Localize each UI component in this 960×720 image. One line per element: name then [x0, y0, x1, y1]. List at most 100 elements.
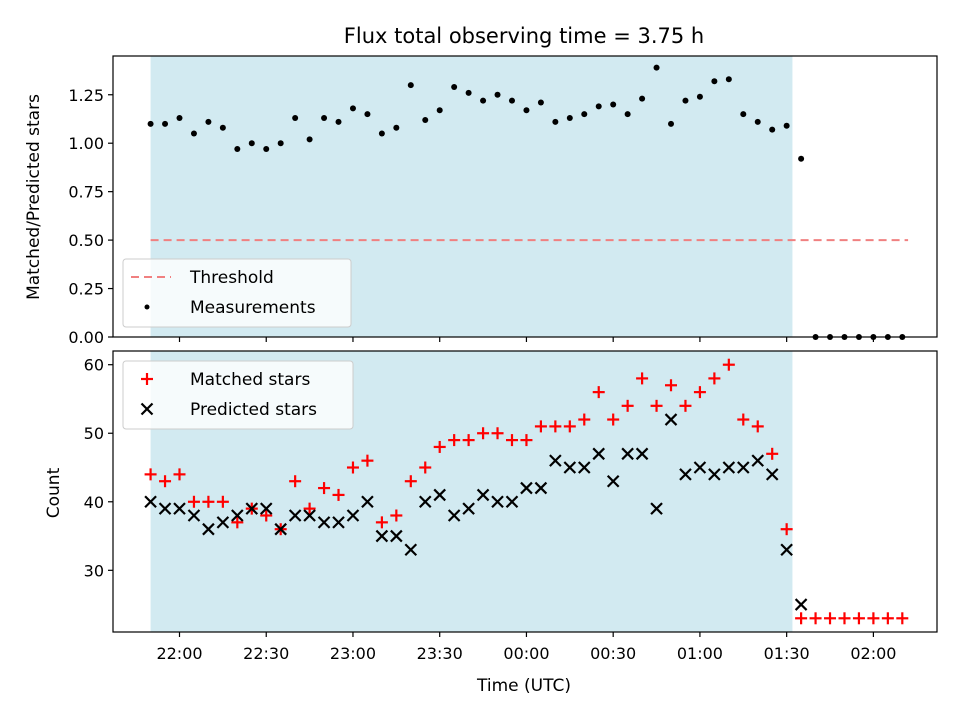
predicted-point-b: [549, 454, 562, 467]
measurement-point: [176, 115, 183, 122]
predicted-point-b: [447, 509, 461, 522]
measurement-point: [769, 126, 776, 133]
predicted-point: [158, 502, 172, 515]
matched-point: [159, 475, 172, 488]
top-panel: 0.00 0.25 0.50 0.75 1.00 1.25 Threshold Measure…: [68, 55, 938, 347]
predicted-point: [505, 495, 519, 509]
matched-point: [881, 612, 894, 625]
legend-label: Measurements: [190, 298, 316, 318]
predicted-point-b: [274, 522, 287, 536]
predicted-point: [737, 461, 750, 474]
matched-point: [318, 482, 331, 495]
measurement-point: [682, 97, 689, 104]
top-y-tick-label: 1.00: [68, 134, 104, 153]
predicted-point-b: [303, 509, 316, 522]
matched-point: [390, 509, 403, 522]
predicted-point: [231, 509, 244, 522]
predicted-point: [144, 495, 157, 509]
legend-label: Matched stars: [190, 370, 310, 390]
matched-point: [448, 434, 461, 447]
measurement-point: [610, 101, 617, 108]
figure-title: Flux total observing time = 3.75 h: [344, 24, 704, 48]
predicted-point: [288, 509, 302, 522]
predicted-point-b: [751, 454, 765, 467]
predicted-point-b: [780, 543, 793, 557]
matched-point: [852, 612, 865, 625]
predicted-point: [592, 447, 606, 461]
predicted-point: [491, 495, 504, 509]
matched-point: [404, 475, 417, 488]
matched-point: [636, 372, 649, 385]
matched-point: [896, 612, 909, 625]
matched-point: [202, 495, 215, 508]
legend-label: Predicted stars: [190, 400, 317, 420]
matched-point: [838, 612, 851, 625]
predicted-point-b: [404, 543, 418, 557]
predicted-point-b: [158, 502, 172, 515]
bottom-series-0: [144, 358, 909, 625]
measurement-point: [147, 120, 154, 127]
measurement-point: [696, 93, 703, 100]
predicted-point-b: [621, 447, 634, 461]
matched-point: [520, 434, 533, 447]
predicted-point-b: [259, 502, 273, 515]
bottom-legend: Matched stars Predicted stars: [122, 360, 354, 430]
measurement-point: [306, 136, 313, 143]
matched-point: [592, 386, 605, 399]
predicted-point: [751, 454, 765, 467]
predicted-point: [173, 502, 186, 515]
predicted-point: [187, 509, 201, 522]
predicted-point-b: [375, 529, 389, 543]
measurement-point: [205, 118, 212, 125]
matched-point: [346, 461, 359, 474]
predicted-point: [780, 543, 793, 557]
predicted-point-b: [520, 481, 533, 495]
measurement-point: [292, 115, 299, 122]
predicted-point: [563, 461, 577, 474]
matched-point: [607, 413, 620, 426]
matched-point: [462, 434, 475, 447]
matched-point: [824, 612, 837, 625]
measurement-point: [783, 122, 790, 129]
predicted-point: [259, 502, 273, 515]
predicted-point: [693, 461, 707, 474]
predicted-point: [433, 488, 446, 502]
predicted-point-b: [491, 495, 504, 509]
matched-point: [216, 495, 229, 508]
predicted-point: [346, 509, 360, 522]
predicted-point: [679, 468, 692, 481]
top-y-tick-label: 0.75: [68, 183, 104, 202]
predicted-point-b: [245, 502, 259, 515]
measurement-point: [523, 107, 530, 114]
x-tick-label: 00:00: [503, 644, 549, 663]
predicted-point: [317, 516, 331, 529]
predicted-point-b: [679, 468, 692, 481]
x-tick-label: 22:30: [243, 644, 289, 663]
predicted-point: [794, 598, 808, 611]
measurement-point: [277, 140, 284, 147]
matched-point: [809, 612, 822, 625]
measurement-point: [349, 105, 356, 112]
matched-point: [578, 413, 591, 426]
matched-point: [563, 420, 576, 433]
predicted-point-b: [332, 516, 345, 529]
measurement-point: [162, 120, 169, 127]
bottom-series-1: [144, 413, 808, 611]
measurement-point: [190, 130, 197, 137]
predicted-point-b: [534, 481, 548, 495]
measurement-point: [407, 82, 414, 89]
matched-point: [867, 612, 880, 625]
predicted-point: [520, 481, 533, 495]
x-tick-label: 23:30: [417, 644, 463, 663]
measurement-point: [508, 97, 515, 104]
matched-point: [491, 427, 504, 440]
matched-point: [737, 413, 750, 426]
bottom-y-tick-label: 60: [84, 356, 104, 375]
predicted-point: [375, 529, 389, 543]
predicted-point: [303, 509, 316, 522]
measurement-point: [595, 103, 602, 110]
predicted-point: [361, 495, 374, 509]
predicted-point: [606, 474, 620, 488]
top-legend-box: [122, 258, 352, 328]
